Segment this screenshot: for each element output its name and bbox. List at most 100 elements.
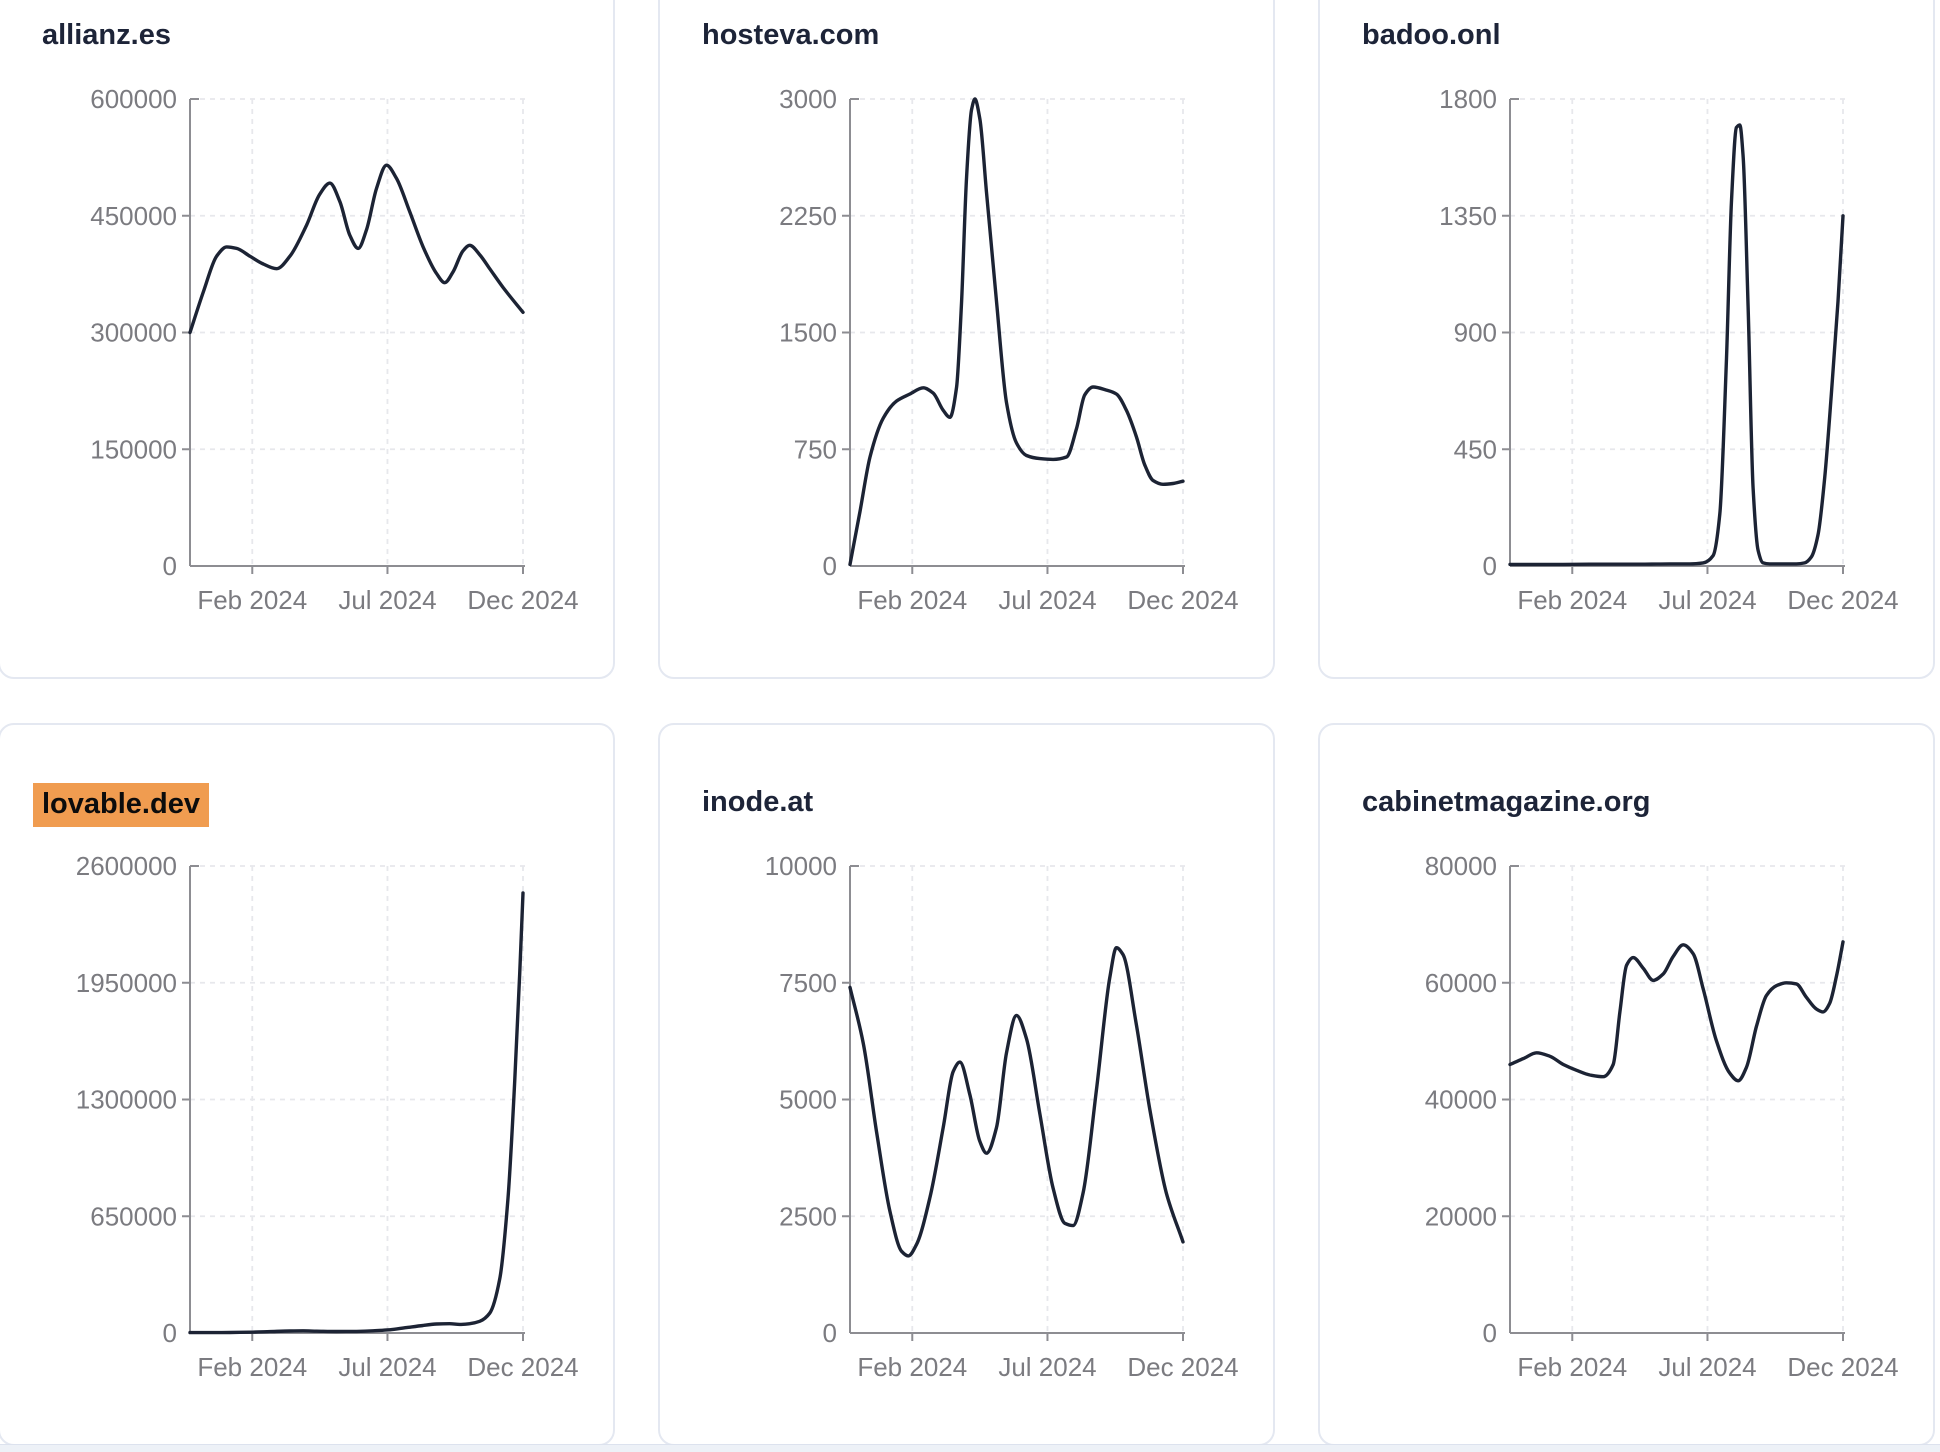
line-chart: 0 20000 40000 60000 80000 Feb 2024 Jul 2024 Dec… — [1425, 851, 1899, 1382]
svg-text:7500: 7500 — [779, 968, 837, 998]
svg-text:5000: 5000 — [779, 1085, 837, 1115]
domain-name-label: cabinetmagazine.org — [1362, 786, 1651, 818]
x-axis-labels: Feb 2024 Jul 2024 Dec 2024 — [1517, 1352, 1898, 1382]
svg-text:600000: 600000 — [90, 84, 177, 114]
svg-text:0: 0 — [1483, 551, 1497, 581]
y-axis-labels: 0 650000 1300000 1950000 2600000 — [76, 851, 177, 1348]
svg-text:750: 750 — [794, 434, 837, 464]
bottom-strip — [0, 1444, 1940, 1452]
svg-text:Jul 2024: Jul 2024 — [1658, 1352, 1756, 1382]
series-line — [1508, 123, 1845, 567]
x-axis-labels: Feb 2024 Jul 2024 Dec 2024 — [857, 585, 1238, 615]
series-line — [188, 891, 525, 1335]
series-line — [848, 946, 1185, 1258]
svg-text:Feb 2024: Feb 2024 — [857, 1352, 967, 1382]
svg-text:650000: 650000 — [90, 1201, 177, 1231]
grid-lines — [190, 98, 525, 566]
domain-name-label: allianz.es — [42, 19, 171, 51]
svg-text:900: 900 — [1454, 318, 1497, 348]
axes — [1502, 865, 1845, 1341]
x-axis-labels: Feb 2024 Jul 2024 Dec 2024 — [857, 1352, 1238, 1382]
svg-text:10000: 10000 — [765, 851, 837, 881]
svg-text:Dec 2024: Dec 2024 — [1787, 1352, 1898, 1382]
series-line — [848, 97, 1185, 567]
grid-lines — [850, 865, 1185, 1333]
svg-text:Dec 2024: Dec 2024 — [467, 1352, 578, 1382]
line-chart: 0 650000 1300000 1950000 2600000 Feb 2024 Jul … — [76, 851, 579, 1382]
y-axis-labels: 0 150000 300000 450000 600000 — [90, 84, 177, 581]
svg-text:Feb 2024: Feb 2024 — [1517, 1352, 1627, 1382]
series-line — [1508, 940, 1845, 1083]
axes — [842, 98, 1185, 574]
svg-text:450: 450 — [1454, 434, 1497, 464]
svg-text:Dec 2024: Dec 2024 — [1787, 585, 1898, 615]
chart-card: cabinetmagazine.org 0 20000 40000 60000 8000… — [1318, 723, 1935, 1446]
svg-text:Jul 2024: Jul 2024 — [998, 585, 1096, 615]
svg-text:Jul 2024: Jul 2024 — [998, 1352, 1096, 1382]
svg-text:Feb 2024: Feb 2024 — [1517, 585, 1627, 615]
svg-text:450000: 450000 — [90, 201, 177, 231]
line-chart: 0 150000 300000 450000 600000 Feb 2024 Jul 202… — [90, 84, 578, 615]
domain-name-label: inode.at — [702, 786, 814, 818]
svg-text:Jul 2024: Jul 2024 — [338, 585, 436, 615]
svg-text:150000: 150000 — [90, 434, 177, 464]
svg-text:60000: 60000 — [1425, 968, 1497, 998]
axes — [842, 865, 1185, 1341]
chart-card: badoo.onl 0 450 900 1350 1800 Feb 2024 Jul 202… — [1318, 0, 1935, 679]
svg-text:2600000: 2600000 — [76, 851, 177, 881]
y-axis-labels: 0 20000 40000 60000 80000 — [1425, 851, 1497, 1348]
x-axis-labels: Feb 2024 Jul 2024 Dec 2024 — [197, 1352, 578, 1382]
svg-text:20000: 20000 — [1425, 1201, 1497, 1231]
svg-text:Dec 2024: Dec 2024 — [1127, 585, 1238, 615]
svg-text:2500: 2500 — [779, 1201, 837, 1231]
grid-lines — [850, 98, 1185, 566]
y-axis-labels: 0 450 900 1350 1800 — [1439, 84, 1497, 581]
svg-text:Jul 2024: Jul 2024 — [1658, 585, 1756, 615]
svg-text:0: 0 — [823, 551, 837, 581]
chart-card: lovable.dev 0 650000 1300000 1950000 2600000… — [0, 723, 615, 1446]
x-axis-labels: Feb 2024 Jul 2024 Dec 2024 — [197, 585, 578, 615]
chart-card: inode.at 0 2500 5000 7500 10000 Feb 2024 Jul 2… — [658, 723, 1275, 1446]
y-axis-labels: 0 2500 5000 7500 10000 — [765, 851, 837, 1348]
chart-title: allianz.es — [42, 16, 171, 54]
svg-text:Feb 2024: Feb 2024 — [197, 1352, 307, 1382]
svg-text:1950000: 1950000 — [76, 968, 177, 998]
svg-text:40000: 40000 — [1425, 1085, 1497, 1115]
axes — [182, 865, 525, 1341]
chart-card: allianz.es 0 150000 300000 450000 600000 Feb … — [0, 0, 615, 679]
svg-text:300000: 300000 — [90, 318, 177, 348]
line-chart: 0 450 900 1350 1800 Feb 2024 Jul 2024 Dec 2024 — [1439, 84, 1899, 615]
svg-text:0: 0 — [163, 551, 177, 581]
x-axis-labels: Feb 2024 Jul 2024 Dec 2024 — [1517, 585, 1898, 615]
domain-name-label: badoo.onl — [1362, 19, 1501, 51]
svg-text:Dec 2024: Dec 2024 — [1127, 1352, 1238, 1382]
domain-name-label: lovable.dev — [33, 783, 209, 827]
series-line — [188, 163, 525, 335]
svg-text:1800: 1800 — [1439, 84, 1497, 114]
chart-title: hosteva.com — [702, 16, 879, 54]
grid-lines — [1510, 98, 1845, 566]
chart-title: inode.at — [702, 783, 813, 821]
svg-text:Dec 2024: Dec 2024 — [467, 585, 578, 615]
svg-text:2250: 2250 — [779, 201, 837, 231]
grid-lines — [190, 865, 525, 1333]
svg-text:0: 0 — [823, 1318, 837, 1348]
chart-title: cabinetmagazine.org — [1362, 783, 1650, 821]
svg-text:0: 0 — [163, 1318, 177, 1348]
line-chart: 0 2500 5000 7500 10000 Feb 2024 Jul 2024 Dec 20… — [765, 851, 1239, 1382]
grid-lines — [1510, 865, 1845, 1333]
svg-text:Jul 2024: Jul 2024 — [338, 1352, 436, 1382]
chart-title: badoo.onl — [1362, 16, 1501, 54]
domain-name-label: hosteva.com — [702, 19, 880, 51]
line-chart: 0 750 1500 2250 3000 Feb 2024 Jul 2024 Dec 2024 — [779, 84, 1239, 615]
svg-text:Feb 2024: Feb 2024 — [857, 585, 967, 615]
svg-text:1500: 1500 — [779, 318, 837, 348]
chart-card: hosteva.com 0 750 1500 2250 3000 Feb 2024 Jul … — [658, 0, 1275, 679]
svg-text:Feb 2024: Feb 2024 — [197, 585, 307, 615]
chart-title: lovable.dev — [33, 783, 209, 827]
svg-text:0: 0 — [1483, 1318, 1497, 1348]
svg-text:80000: 80000 — [1425, 851, 1497, 881]
svg-text:1350: 1350 — [1439, 201, 1497, 231]
svg-text:1300000: 1300000 — [76, 1085, 177, 1115]
